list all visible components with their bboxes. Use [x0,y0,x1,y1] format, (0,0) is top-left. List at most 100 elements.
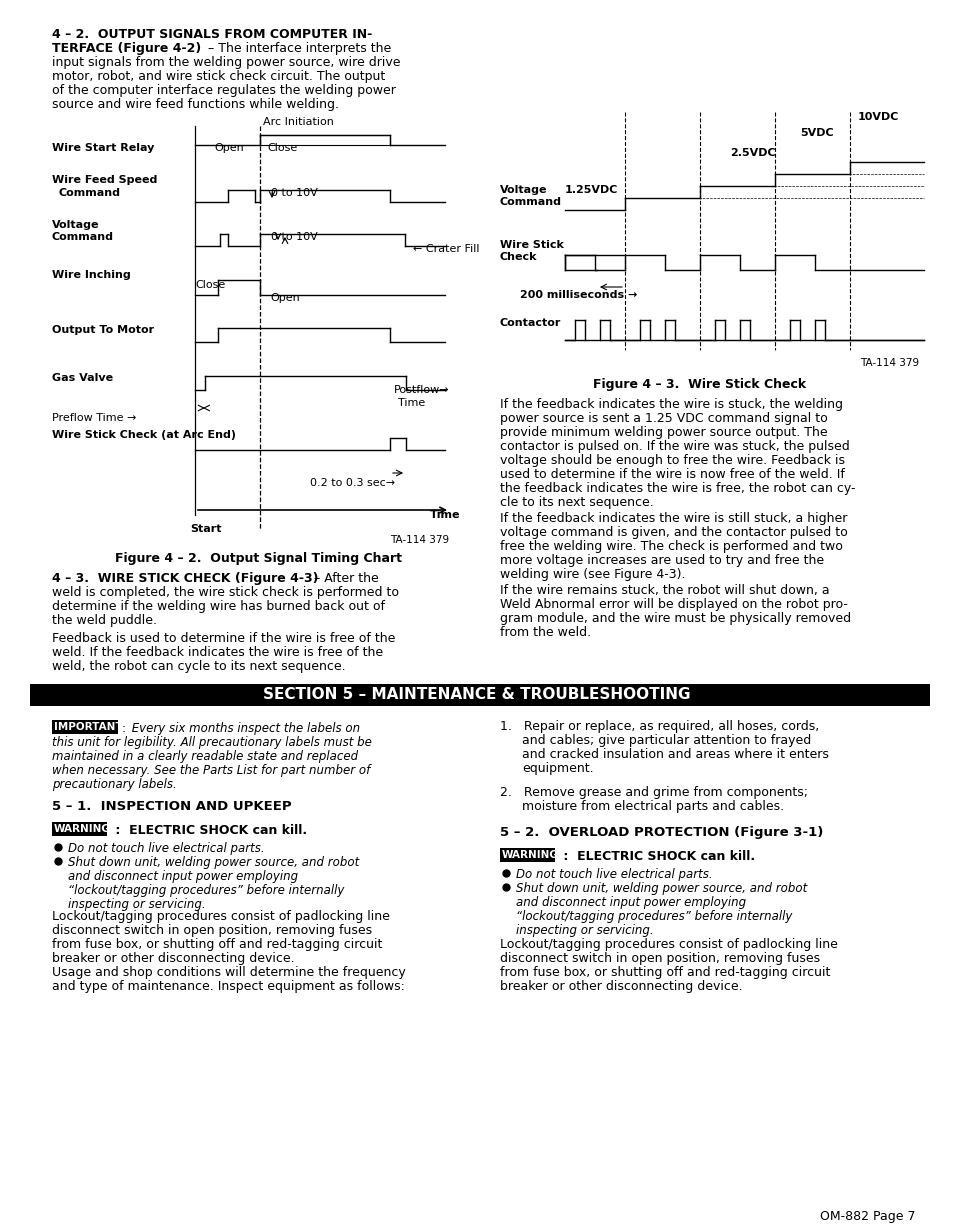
Text: 1.   Repair or replace, as required, all hoses, cords,: 1. Repair or replace, as required, all h… [499,720,819,732]
Text: Command: Command [52,231,113,243]
Text: WARNING: WARNING [501,849,558,860]
Text: moisture from electrical parts and cables.: moisture from electrical parts and cable… [521,800,783,812]
Text: 2.   Remove grease and grime from components;: 2. Remove grease and grime from componen… [499,787,807,799]
Text: free the welding wire. The check is performed and two: free the welding wire. The check is perf… [499,540,842,553]
Text: source and wire feed functions while welding.: source and wire feed functions while wel… [52,98,338,111]
Text: Start: Start [190,524,221,534]
Text: If the wire remains stuck, the robot will shut down, a: If the wire remains stuck, the robot wil… [499,583,829,597]
Text: SECTION 5 – MAINTENANCE & TROUBLESHOOTING: SECTION 5 – MAINTENANCE & TROUBLESHOOTIN… [263,687,690,702]
Text: more voltage increases are used to try and free the: more voltage increases are used to try a… [499,554,823,567]
Text: inspecting or servicing.: inspecting or servicing. [68,897,206,911]
Text: Do not touch live electrical parts.: Do not touch live electrical parts. [516,868,712,881]
Text: Wire Stick: Wire Stick [499,240,563,250]
Text: welding wire (see Figure 4-3).: welding wire (see Figure 4-3). [499,567,685,581]
Text: voltage should be enough to free the wire. Feedback is: voltage should be enough to free the wir… [499,454,844,467]
Text: voltage command is given, and the contactor pulsed to: voltage command is given, and the contac… [499,526,847,539]
Text: provide minimum welding power source output. The: provide minimum welding power source out… [499,426,827,439]
Text: :  ELECTRIC SHOCK can kill.: : ELECTRIC SHOCK can kill. [111,824,307,837]
Text: the feedback indicates the wire is free, the robot can cy-: the feedback indicates the wire is free,… [499,483,855,495]
Bar [260,135,390,145]
Text: 5 – 2.  OVERLOAD PROTECTION (Figure 3-1): 5 – 2. OVERLOAD PROTECTION (Figure 3-1) [499,826,822,840]
Text: 0.2 to 0.3 sec→: 0.2 to 0.3 sec→ [310,478,395,487]
Text: Wire Inching: Wire Inching [52,270,131,279]
Text: If the feedback indicates the wire is still stuck, a higher: If the feedback indicates the wire is st… [499,512,846,524]
Text: used to determine if the wire is now free of the weld. If: used to determine if the wire is now fre… [499,468,844,481]
Text: inspecting or servicing.: inspecting or servicing. [516,924,653,937]
Text: power source is sent a 1.25 VDC command signal to: power source is sent a 1.25 VDC command … [499,412,827,425]
Text: from the weld.: from the weld. [499,627,591,639]
Text: and cracked insulation and areas where it enters: and cracked insulation and areas where i… [521,748,828,761]
Text: TERFACE (Figure 4-2): TERFACE (Figure 4-2) [52,42,201,55]
Text: weld, the robot can cycle to its next sequence.: weld, the robot can cycle to its next se… [52,660,345,673]
Text: Close: Close [267,143,297,153]
Text: motor, robot, and wire stick check circuit. The output: motor, robot, and wire stick check circu… [52,70,385,82]
Text: 4 – 3.  WIRE STICK CHECK (Figure 4-3): 4 – 3. WIRE STICK CHECK (Figure 4-3) [52,572,318,585]
Text: disconnect switch in open position, removing fuses: disconnect switch in open position, remo… [52,924,372,937]
Text: IMPORTANT: IMPORTANT [54,723,123,732]
Text: Postflow→: Postflow→ [394,385,449,395]
Text: equipment.: equipment. [521,762,593,776]
Text: maintained in a clearly readable state and replaced: maintained in a clearly readable state a… [52,750,357,763]
Text: Figure 4 – 3.  Wire Stick Check: Figure 4 – 3. Wire Stick Check [593,378,805,391]
Text: TA-114 379: TA-114 379 [390,535,449,545]
Text: – The interface interprets the: – The interface interprets the [204,42,391,55]
Text: the weld puddle.: the weld puddle. [52,614,157,627]
Text: Weld Abnormal error will be displayed on the robot pro-: Weld Abnormal error will be displayed on… [499,598,847,611]
Text: Time: Time [430,510,460,519]
Text: :: : [122,723,126,735]
Text: from fuse box, or shutting off and red-tagging circuit: from fuse box, or shutting off and red-t… [52,938,382,952]
Text: Do not touch live electrical parts.: Do not touch live electrical parts. [68,842,264,856]
Text: determine if the welding wire has burned back out of: determine if the welding wire has burned… [52,599,385,613]
Text: cle to its next sequence.: cle to its next sequence. [499,496,653,508]
Text: and type of maintenance. Inspect equipment as follows:: and type of maintenance. Inspect equipme… [52,980,404,993]
Text: Lockout/tagging procedures consist of padlocking line: Lockout/tagging procedures consist of pa… [499,938,837,952]
Text: 5VDC: 5VDC [800,128,833,138]
Text: 0 to 10V: 0 to 10V [271,231,317,243]
Text: Check: Check [499,252,537,262]
Text: OM-882 Page 7: OM-882 Page 7 [820,1210,915,1224]
Text: from fuse box, or shutting off and red-tagging circuit: from fuse box, or shutting off and red-t… [499,966,829,979]
Bar [499,848,555,862]
Text: Wire Stick Check (at Arc End): Wire Stick Check (at Arc End) [52,430,235,439]
Text: 10VDC: 10VDC [857,112,899,122]
Text: Voltage: Voltage [499,185,547,194]
Text: Wire Start Relay: Wire Start Relay [52,143,154,153]
Text: weld is completed, the wire stick check is performed to: weld is completed, the wire stick check … [52,586,398,599]
Text: Shut down unit, welding power source, and robot: Shut down unit, welding power source, an… [516,881,806,895]
Text: Close: Close [194,279,225,291]
Text: this unit for legibility. All precautionary labels must be: this unit for legibility. All precaution… [52,736,372,748]
Text: Arc Initiation: Arc Initiation [263,117,334,127]
Text: 4 – 2.  OUTPUT SIGNALS FROM COMPUTER IN-: 4 – 2. OUTPUT SIGNALS FROM COMPUTER IN- [52,28,372,41]
Text: Every six months inspect the labels on: Every six months inspect the labels on [128,723,359,735]
Text: and disconnect input power employing: and disconnect input power employing [68,870,297,883]
Text: Gas Valve: Gas Valve [52,373,113,383]
Text: :  ELECTRIC SHOCK can kill.: : ELECTRIC SHOCK can kill. [558,849,755,863]
Text: 0 to 10V: 0 to 10V [271,188,317,198]
Text: Wire Feed Speed: Wire Feed Speed [52,175,157,185]
Text: Output To Motor: Output To Motor [52,325,154,335]
Bar [30,684,929,707]
Text: disconnect switch in open position, removing fuses: disconnect switch in open position, remo… [499,952,820,965]
Text: gram module, and the wire must be physically removed: gram module, and the wire must be physic… [499,612,850,625]
Text: – After the: – After the [310,572,378,585]
Text: WARNING: WARNING [54,824,111,833]
Text: Open: Open [213,143,244,153]
Text: Open: Open [270,293,299,303]
Text: Lockout/tagging procedures consist of padlocking line: Lockout/tagging procedures consist of pa… [52,910,390,923]
Text: 5 – 1.  INSPECTION AND UPKEEP: 5 – 1. INSPECTION AND UPKEEP [52,800,292,812]
Text: 1.25VDC: 1.25VDC [564,185,618,194]
Text: Figure 4 – 2.  Output Signal Timing Chart: Figure 4 – 2. Output Signal Timing Chart [115,551,401,565]
Text: precautionary labels.: precautionary labels. [52,778,176,792]
Text: 2.5VDC: 2.5VDC [729,148,775,158]
Text: If the feedback indicates the wire is stuck, the welding: If the feedback indicates the wire is st… [499,398,842,411]
Text: “lockout/tagging procedures” before internally: “lockout/tagging procedures” before inte… [516,910,792,923]
Bar [52,720,118,734]
Text: Feedback is used to determine if the wire is free of the: Feedback is used to determine if the wir… [52,632,395,645]
Text: input signals from the welding power source, wire drive: input signals from the welding power sou… [52,55,400,69]
Text: ← Crater Fill: ← Crater Fill [413,244,479,254]
Text: contactor is pulsed on. If the wire was stuck, the pulsed: contactor is pulsed on. If the wire was … [499,439,849,453]
Text: Shut down unit, welding power source, and robot: Shut down unit, welding power source, an… [68,856,359,869]
Text: and disconnect input power employing: and disconnect input power employing [516,896,745,908]
Text: Contactor: Contactor [499,318,560,327]
Text: Preflow Time →: Preflow Time → [52,412,136,423]
